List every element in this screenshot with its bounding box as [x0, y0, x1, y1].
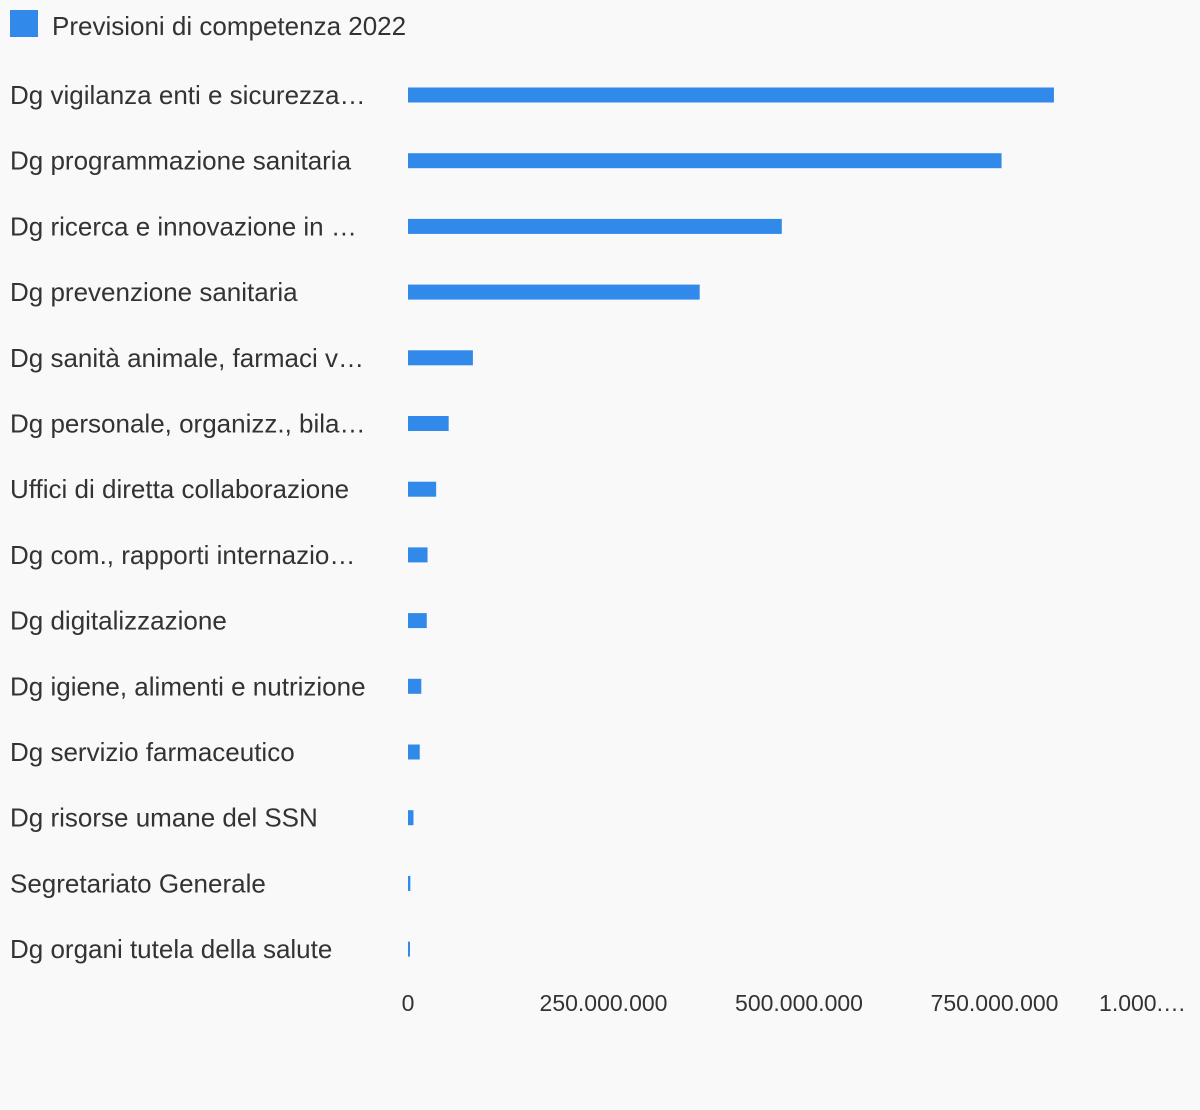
legend-swatch: [10, 9, 38, 37]
x-tick-label: 500.000.000: [735, 990, 863, 1016]
category-label: Dg vigilanza enti e sicurezza…: [10, 80, 366, 110]
category-label: Segretariato Generale: [10, 868, 266, 898]
x-tick-label: 1.000.…: [1099, 990, 1186, 1016]
category-label: Dg servizio farmaceutico: [10, 737, 295, 767]
category-label: Dg digitalizzazione: [10, 606, 227, 636]
category-label: Dg risorse umane del SSN: [10, 803, 318, 833]
category-label: Dg organi tutela della salute: [10, 934, 332, 964]
chart-legend[interactable]: Previsioni di competenza 2022: [10, 9, 407, 42]
bar[interactable]: [408, 350, 473, 366]
x-tick-label: 250.000.000: [540, 990, 668, 1016]
category-label: Dg programmazione sanitaria: [10, 146, 352, 176]
bar[interactable]: [408, 744, 420, 760]
bar[interactable]: [408, 810, 414, 826]
bar[interactable]: [408, 153, 1002, 169]
bar[interactable]: [408, 941, 410, 957]
bar[interactable]: [408, 284, 700, 300]
x-tick-label: 750.000.000: [931, 990, 1059, 1016]
category-label: Dg com., rapporti internazio…: [10, 540, 355, 570]
bar[interactable]: [408, 416, 449, 431]
bar[interactable]: [408, 613, 427, 629]
category-label: Dg prevenzione sanitaria: [10, 277, 298, 307]
bar[interactable]: [408, 218, 782, 234]
legend-label: Previsioni di competenza 2022: [52, 11, 407, 41]
category-label: Dg personale, organizz., bila…: [10, 409, 366, 439]
x-tick-label: 0: [402, 990, 415, 1016]
bar[interactable]: [408, 547, 428, 563]
category-label: Uffici di diretta collaborazione: [10, 474, 349, 504]
bar[interactable]: [408, 678, 422, 694]
bar[interactable]: [408, 481, 437, 497]
category-label: Dg ricerca e innovazione in …: [10, 211, 357, 241]
category-label: Dg sanità animale, farmaci v…: [10, 343, 364, 373]
category-label: Dg igiene, alimenti e nutrizione: [10, 671, 366, 701]
bar[interactable]: [408, 875, 411, 891]
bar[interactable]: [408, 87, 1054, 103]
